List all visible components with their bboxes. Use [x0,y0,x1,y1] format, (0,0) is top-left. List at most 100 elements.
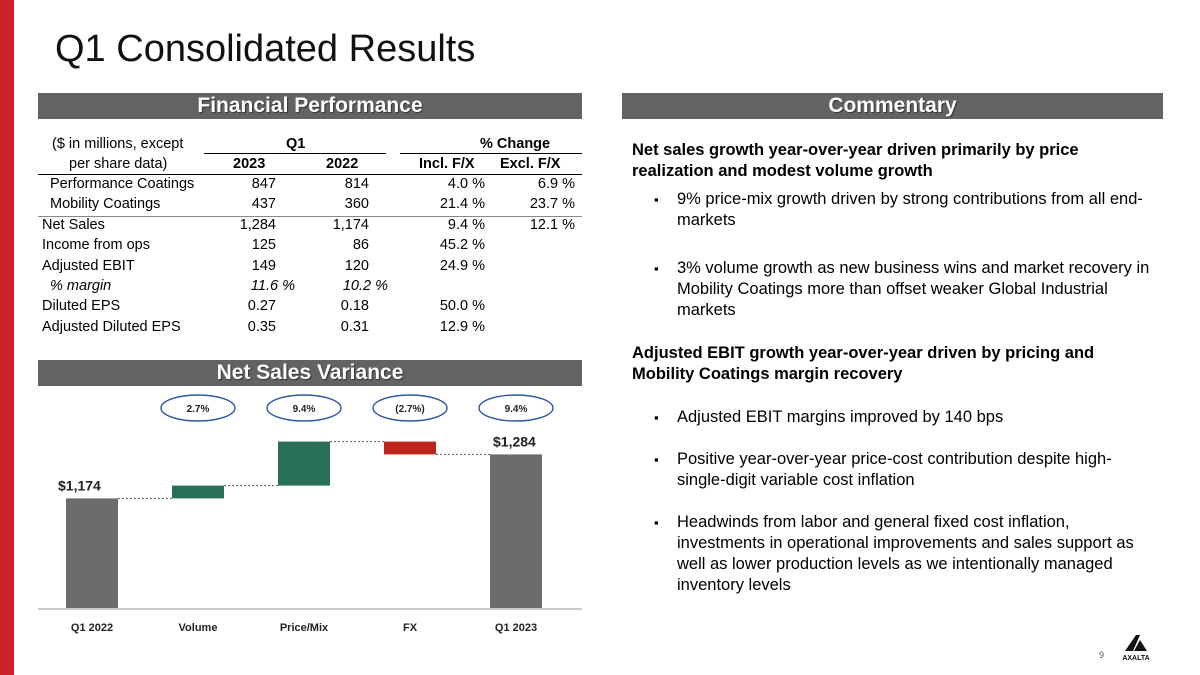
category-tick-label: Q1 2023 [495,622,537,634]
cell-incl: 45.2 % [439,237,485,254]
category-tick-label: Volume [179,622,218,634]
cell-y2023: 11.6 % [250,278,295,294]
cell-y2023: 0.35 [247,318,276,335]
logo-text: AXALTA [1122,655,1149,662]
row-label: Adjusted EBIT [42,257,135,274]
category-tick-label: Price/Mix [280,622,329,634]
cell-incl: 21.4 % [439,196,485,213]
variance-badge [478,394,554,422]
table-row: Diluted EPS 0.27 0.18 50.0 % [38,298,582,319]
bullet-price-cost: ▪ Positive year-over-year price-cost con… [632,449,1152,491]
category-tick-label: FX [403,622,418,634]
commentary-heading-sales: Net sales growth year-over-year driven p… [632,141,1079,180]
bullet-price-mix: ▪ 9% price-mix growth driven by strong c… [632,189,1152,231]
cell-incl: 24.9 % [439,257,485,274]
cell-y2022: 120 [344,257,369,274]
sub-excl-fx: Excl. F/X [500,156,561,172]
row-label: Diluted EPS [42,298,121,315]
change-underline [400,153,582,154]
cell-y2023: 149 [251,257,276,274]
financial-performance-header: Financial Performance [38,93,582,119]
cell-y2022: 0.31 [340,318,369,335]
cell-y2022: 1,174 [332,216,369,233]
cell-excl: 23.7 % [529,196,575,213]
cell-incl: 4.0 % [447,176,485,192]
net-sales-waterfall-chart: $1,174 $1,284 Q1 2022 Volume Price/Mix FX Q1 2… [38,394,582,634]
bullet-headwinds-text: Headwinds from labor and general fixed c… [677,513,1134,594]
variance-badge-label: (2.7%) [395,404,424,415]
commentary-header: Commentary [622,93,1163,119]
accent-bar [0,0,14,675]
bullet-volume-text: 3% volume growth as new business wins an… [677,259,1150,319]
bullet-volume: ▪ 3% volume growth as new business wins … [632,258,1152,321]
cell-y2022: 86 [352,237,369,254]
waterfall-bar [172,485,224,499]
table-row: % margin 11.6 % 10.2 % [38,278,582,299]
cell-incl: 12.9 % [439,318,485,335]
bullet-ebit-margin-text: Adjusted EBIT margins improved by 140 bp… [677,408,1004,426]
waterfall-bar [278,441,330,486]
bullet-price-mix-text: 9% price-mix growth driven by strong con… [677,190,1143,229]
variance-badge [160,394,236,422]
category-tick-label: Q1 2022 [71,622,113,634]
bullet-icon: ▪ [654,515,659,530]
q1-underline [204,153,386,154]
bullet-icon: ▪ [654,410,659,425]
cell-y2023: 125 [251,237,276,254]
cell-y2023: 847 [251,176,276,192]
cell-y2022: 10.2 % [342,278,388,294]
cell-y2023: 1,284 [239,216,276,233]
sub-2022: 2022 [326,156,359,172]
cell-excl: 6.9 % [537,176,575,192]
row-label: Net Sales [42,216,105,233]
table-row: Adjusted EBIT 149 120 24.9 % [38,258,582,279]
group-change: % Change [480,136,551,152]
waterfall-bar [490,454,542,608]
variance-badge [372,394,448,422]
bar-data-label: $1,174 [58,477,101,493]
bar-data-label: $1,284 [493,433,536,449]
table-row: Mobility Coatings 437 360 21.4 % 23.7 % [38,196,582,217]
cell-y2022: 0.18 [340,298,369,315]
row-label: Adjusted Diluted EPS [42,318,181,335]
bullet-headwinds: ▪ Headwinds from labor and general fixed… [632,512,1152,596]
waterfall-bar [384,441,436,455]
row-label: % margin [50,278,112,294]
bullet-icon: ▪ [654,452,659,467]
axalta-logo: AXALTA [1122,635,1150,662]
col-label-line1: ($ in millions, except [52,136,184,152]
cell-y2022: 360 [344,196,369,213]
segment-rule [38,216,582,217]
table-row: Performance Coatings 847 814 4.0 % 6.9 % [38,176,582,197]
commentary-heading-ebit: Adjusted EBIT growth year-over-year driv… [632,344,1095,383]
bullet-icon: ▪ [654,192,659,207]
group-q1: Q1 [286,136,306,152]
cell-excl: 12.1 % [529,216,575,233]
sub-incl-fx: Incl. F/X [419,156,475,172]
table-row: Adjusted Diluted EPS 0.35 0.31 12.9 % [38,319,582,340]
waterfall-bar [66,498,118,608]
variance-badge [266,394,342,422]
cell-y2023: 0.27 [247,298,276,315]
variance-badge-label: 9.4% [293,404,316,415]
cell-incl: 9.4 % [447,216,485,233]
bullet-icon: ▪ [654,261,659,276]
bullet-ebit-margin: ▪ Adjusted EBIT margins improved by 140 … [632,407,1152,428]
cell-incl: 50.0 % [439,298,485,315]
variance-badge-label: 9.4% [505,404,528,415]
sub-2023: 2023 [233,156,266,172]
page-number: 9 [1099,650,1105,660]
slide-title: Q1 Consolidated Results [55,28,476,70]
col-label-line2: per share data) [69,156,168,172]
cell-y2023: 437 [251,196,276,213]
row-label: Performance Coatings [50,176,195,192]
row-label: Income from ops [42,237,150,254]
cell-y2022: 814 [344,176,369,192]
commentary-body: Net sales growth year-over-year driven p… [632,140,1152,596]
row-label: Mobility Coatings [50,196,161,213]
bullet-price-cost-text: Positive year-over-year price-cost contr… [677,450,1112,489]
net-sales-variance-header: Net Sales Variance [38,360,582,386]
table-row: Income from ops 125 86 45.2 % [38,237,582,258]
variance-badge-label: 2.7% [187,404,210,415]
header-rule [38,174,582,175]
